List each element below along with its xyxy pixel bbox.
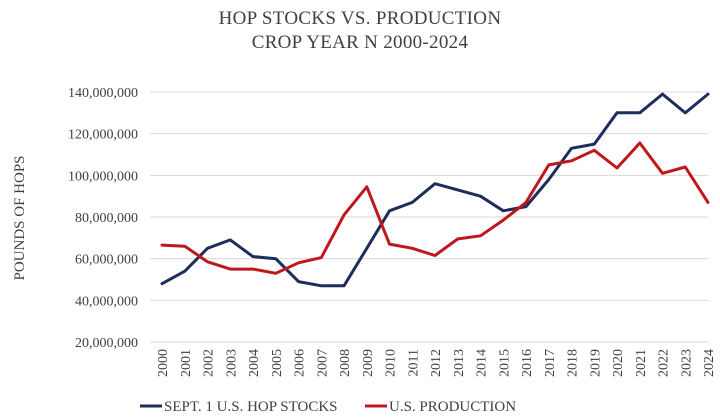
- x-tick-label: 2013: [452, 349, 467, 377]
- x-tick-label: 2015: [497, 349, 512, 377]
- series-1: [160, 92, 710, 288]
- x-tick-label: 2004: [247, 349, 262, 377]
- x-tick-label: 2012: [429, 349, 444, 377]
- chart-subtitle: CROP YEAR N 2000-2024: [251, 32, 469, 53]
- y-axis-label: POUNDS OF HOPS: [12, 155, 28, 280]
- x-tick-label: 2001: [179, 349, 194, 377]
- x-tick-label: 2014: [475, 349, 490, 377]
- y-tick-label: 60,000,000: [75, 253, 138, 268]
- x-tick-label: 2021: [634, 349, 649, 377]
- y-tick-label: 40,000,000: [75, 294, 138, 309]
- x-tick-label: 2000: [156, 349, 171, 377]
- x-tick-label: 2011: [406, 349, 421, 376]
- x-tick-label: 2019: [588, 349, 603, 377]
- x-tick-labels: 2000 2001 2002 2003 2004 2005 2006 2007 2008 2009…: [156, 349, 717, 377]
- x-tick-label: 2020: [611, 349, 626, 377]
- x-tick-label: 2002: [202, 349, 217, 377]
- y-tick-label: 120,000,000: [68, 128, 138, 143]
- y-tick-label: 80,000,000: [75, 211, 138, 226]
- series-lines: [160, 92, 710, 288]
- x-tick-label: 2005: [270, 349, 285, 377]
- x-tick-label: 2009: [361, 349, 376, 377]
- x-tick-label: 2024: [702, 349, 717, 377]
- x-tick-label: 2022: [657, 349, 672, 377]
- series-line: [160, 92, 710, 288]
- legend-item: U.S. PRODUCTION: [365, 399, 516, 415]
- series-line: [160, 141, 710, 275]
- x-tick-label: 2016: [520, 349, 535, 377]
- legend-label: SEPT. 1 U.S. HOP STOCKS: [164, 399, 338, 415]
- x-tick-label: 2003: [224, 349, 239, 377]
- y-tick-label: 20,000,000: [75, 336, 138, 351]
- x-tick-label: 2017: [543, 349, 558, 377]
- x-tick-label: 2008: [338, 349, 353, 377]
- y-tick-label: 100,000,000: [68, 169, 138, 184]
- legend-item: SEPT. 1 U.S. HOP STOCKS: [140, 399, 338, 415]
- x-tick-label: 2018: [566, 349, 581, 377]
- legend-label: U.S. PRODUCTION: [389, 399, 516, 415]
- x-tick-label: 2010: [384, 349, 399, 377]
- x-tick-label: 2007: [315, 349, 330, 377]
- gridlines: [150, 91, 708, 343]
- series-2: [160, 141, 710, 275]
- y-tick-labels: 20,000,000 40,000,000 60,000,000 80,000,000…: [68, 86, 138, 351]
- x-tick-label: 2023: [679, 349, 694, 377]
- legend: SEPT. 1 U.S. HOP STOCKS U.S. PRODUCTION: [140, 399, 516, 415]
- chart-title: HOP STOCKS VS. PRODUCTION: [218, 8, 502, 29]
- x-tick-label: 2006: [293, 349, 308, 377]
- y-tick-label: 140,000,000: [68, 86, 138, 101]
